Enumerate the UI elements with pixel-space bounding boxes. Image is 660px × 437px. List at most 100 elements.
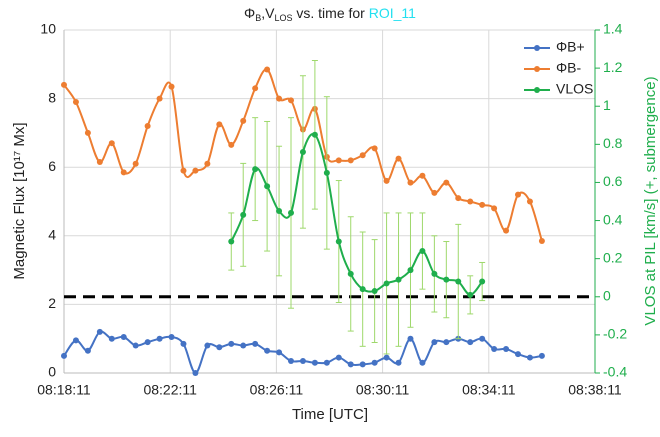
data-point [467, 291, 474, 298]
data-point [491, 345, 498, 352]
data-point [407, 179, 414, 186]
title-part: ,V [261, 5, 275, 21]
y-tick-label: 0 [48, 364, 56, 380]
data-point [526, 198, 533, 205]
data-point [132, 342, 139, 349]
y2-tick-label: 1.2 [603, 59, 623, 75]
title-part: ROI_11 [369, 5, 416, 21]
data-point [383, 354, 390, 361]
data-point [288, 209, 295, 216]
data-point [72, 99, 79, 106]
data-point [144, 123, 151, 130]
data-point [132, 160, 139, 167]
data-point [443, 179, 450, 186]
data-point [228, 238, 235, 245]
chart-title: ΦB,VLOS vs. time for ROI_11 [244, 5, 416, 24]
data-point [467, 198, 474, 205]
y2-tick-label: -0.2 [603, 326, 627, 342]
title-part: B [255, 13, 261, 23]
data-point [240, 342, 247, 349]
data-point [84, 347, 91, 354]
data-point [323, 359, 330, 366]
data-point [455, 278, 462, 285]
x-tick-label: 08:26:11 [250, 382, 304, 398]
data-point [120, 169, 127, 176]
data-point [264, 183, 271, 190]
data-point [383, 280, 390, 287]
legend-label: VLOS [556, 81, 593, 97]
data-point [108, 140, 115, 147]
data-point [526, 354, 533, 361]
data-point [407, 335, 414, 342]
data-point [108, 335, 115, 342]
data-point [120, 333, 127, 340]
data-point [288, 97, 295, 104]
data-point [323, 169, 330, 176]
data-point [180, 340, 187, 347]
y-tick-label: 8 [48, 89, 56, 105]
legend-marker [534, 45, 540, 51]
data-point [276, 95, 283, 102]
data-point [371, 359, 378, 366]
data-point [503, 345, 510, 352]
data-point [538, 237, 545, 244]
data-point [299, 148, 306, 155]
y-axis-label: Magnetic Flux [10¹⁷ Mx] [11, 122, 28, 279]
data-point [431, 339, 438, 346]
y2-tick-label: 1 [603, 97, 611, 113]
data-point [228, 141, 235, 148]
data-point [216, 344, 223, 351]
data-point [192, 167, 199, 174]
data-point [479, 278, 486, 285]
data-point [347, 270, 354, 277]
data-point [347, 361, 354, 368]
data-point [96, 159, 103, 166]
data-point [252, 166, 259, 173]
x-tick-label: 08:34:11 [462, 382, 516, 398]
data-point [538, 352, 545, 359]
data-point [72, 337, 79, 344]
data-point [180, 167, 187, 174]
data-point [503, 227, 510, 234]
data-point [216, 121, 223, 128]
data-point [156, 335, 163, 342]
x-tick-label: 08:30:11 [356, 382, 410, 398]
title-part: Φ [244, 5, 255, 21]
data-point [515, 191, 522, 198]
data-point [371, 145, 378, 152]
data-point [276, 349, 283, 356]
title-part: LOS [274, 13, 292, 23]
data-point [204, 342, 211, 349]
y2-tick-label: 1.4 [603, 21, 623, 37]
series-line [230, 133, 483, 296]
legend-label: ΦB- [556, 60, 582, 76]
data-point [383, 177, 390, 184]
data-point [359, 286, 366, 293]
data-point [252, 340, 259, 347]
data-point [61, 352, 67, 359]
y2-axis-label: VLOS at PIL [km/s] (+, submergence) [642, 76, 659, 325]
legend-marker [534, 66, 540, 72]
data-point [419, 248, 426, 255]
data-point [347, 157, 354, 164]
data-point [359, 361, 366, 368]
data-point [311, 359, 318, 366]
data-point [395, 276, 402, 283]
x-tick-label: 08:38:11 [568, 382, 622, 398]
x-tick-label: 08:18:11 [37, 382, 91, 398]
y2-tick-label: 0.6 [603, 173, 623, 189]
data-point [252, 85, 259, 92]
data-point [443, 339, 450, 346]
data-point [395, 155, 402, 162]
data-point [455, 195, 462, 202]
y-tick-label: 2 [48, 295, 56, 311]
data-point [371, 288, 378, 295]
data-point [192, 370, 199, 376]
legend-marker [534, 87, 540, 93]
series-line [63, 330, 543, 374]
data-point [407, 267, 414, 274]
data-point [61, 81, 67, 88]
data-point [311, 131, 318, 138]
data-point [156, 95, 163, 102]
